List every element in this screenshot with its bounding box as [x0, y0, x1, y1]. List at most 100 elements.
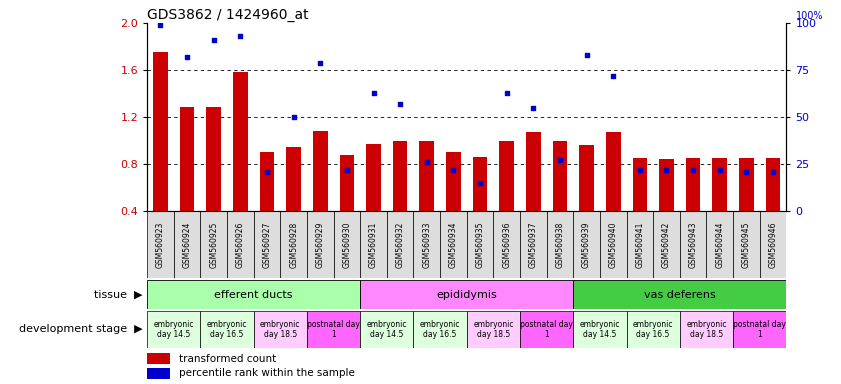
Bar [467, 311, 520, 348]
Point [473, 180, 487, 186]
Text: GSM560926: GSM560926 [235, 222, 245, 268]
Text: epididymis: epididymis [436, 290, 497, 300]
Bar [366, 144, 381, 211]
Text: 100%: 100% [796, 11, 823, 21]
Point [739, 169, 753, 175]
Point [367, 89, 380, 96]
Point [606, 73, 620, 79]
Bar [180, 106, 194, 211]
Text: postnatal day
1: postnatal day 1 [521, 319, 573, 339]
Bar [147, 280, 360, 309]
Text: GSM560942: GSM560942 [662, 222, 671, 268]
Point [553, 157, 567, 164]
Point [526, 104, 540, 111]
Bar [765, 158, 780, 211]
Point [180, 54, 193, 60]
Bar [574, 280, 786, 309]
Bar [653, 211, 680, 278]
Bar [706, 211, 733, 278]
Bar [174, 211, 200, 278]
Point [659, 167, 673, 173]
Bar [360, 311, 414, 348]
Bar [520, 311, 574, 348]
Bar [526, 132, 541, 211]
Bar [200, 311, 254, 348]
Bar [500, 141, 514, 211]
Text: GSM560934: GSM560934 [449, 222, 458, 268]
Bar [659, 159, 674, 211]
Bar [446, 152, 461, 211]
Bar [254, 311, 307, 348]
Text: GSM560935: GSM560935 [475, 222, 484, 268]
Bar [627, 311, 680, 348]
Bar [153, 53, 168, 211]
Bar [553, 141, 568, 211]
Text: GSM560936: GSM560936 [502, 222, 511, 268]
Point [234, 33, 247, 39]
Bar [440, 211, 467, 278]
Text: GSM560931: GSM560931 [369, 222, 378, 268]
Point [314, 60, 327, 66]
Bar [759, 211, 786, 278]
Text: embryonic
day 18.5: embryonic day 18.5 [473, 319, 514, 339]
Text: GSM560930: GSM560930 [342, 222, 352, 268]
Text: embryonic
day 18.5: embryonic day 18.5 [260, 319, 300, 339]
Text: tissue  ▶: tissue ▶ [94, 290, 143, 300]
Point [686, 167, 700, 173]
Point [766, 169, 780, 175]
Bar [334, 211, 360, 278]
Text: GSM560925: GSM560925 [209, 222, 219, 268]
Text: GSM560939: GSM560939 [582, 222, 591, 268]
Point [633, 167, 647, 173]
Text: GSM560927: GSM560927 [262, 222, 272, 268]
Text: vas deferens: vas deferens [644, 290, 716, 300]
Bar [574, 211, 600, 278]
Text: GSM560943: GSM560943 [689, 222, 698, 268]
Bar [467, 211, 494, 278]
Bar [547, 211, 574, 278]
Bar [280, 211, 307, 278]
Bar [520, 211, 547, 278]
Point [420, 159, 433, 166]
Bar [254, 211, 280, 278]
Bar [147, 368, 170, 379]
Text: GSM560938: GSM560938 [555, 222, 564, 268]
Text: GSM560932: GSM560932 [395, 222, 405, 268]
Text: postnatal day
1: postnatal day 1 [307, 319, 360, 339]
Point [287, 114, 300, 120]
Bar [733, 311, 786, 348]
Bar [387, 211, 414, 278]
Point [260, 169, 273, 175]
Text: GSM560937: GSM560937 [529, 222, 538, 268]
Point [447, 167, 460, 173]
Bar [393, 141, 408, 211]
Text: embryonic
day 16.5: embryonic day 16.5 [633, 319, 674, 339]
Text: postnatal day
1: postnatal day 1 [733, 319, 786, 339]
Bar [286, 147, 301, 211]
Bar [473, 157, 488, 211]
Text: embryonic
day 14.5: embryonic day 14.5 [154, 319, 194, 339]
Text: transformed count: transformed count [179, 354, 277, 364]
Text: GSM560941: GSM560941 [635, 222, 644, 268]
Bar [313, 131, 328, 211]
Bar [627, 211, 653, 278]
Text: GSM560928: GSM560928 [289, 222, 299, 268]
Bar [414, 311, 467, 348]
Text: GSM560929: GSM560929 [315, 222, 325, 268]
Point [500, 89, 513, 96]
Text: development stage  ▶: development stage ▶ [19, 324, 143, 334]
Text: GSM560924: GSM560924 [182, 222, 192, 268]
Bar [494, 211, 520, 278]
Bar [680, 311, 733, 348]
Bar [233, 73, 248, 211]
Bar [147, 311, 200, 348]
Bar [360, 211, 387, 278]
Bar [712, 158, 727, 211]
Point [394, 101, 407, 107]
Bar [733, 211, 759, 278]
Bar [414, 211, 440, 278]
Bar [307, 211, 334, 278]
Text: GDS3862 / 1424960_at: GDS3862 / 1424960_at [147, 8, 309, 22]
Bar [579, 146, 594, 211]
Text: embryonic
day 14.5: embryonic day 14.5 [367, 319, 407, 339]
